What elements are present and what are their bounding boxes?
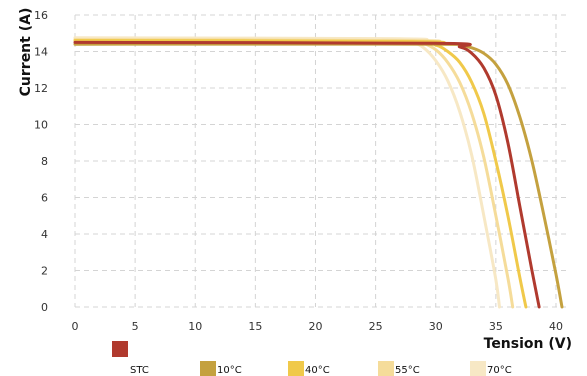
- x-tick-label: 20: [308, 320, 322, 333]
- legend-swatch-40c: [288, 361, 304, 376]
- x-tick-label: 10: [188, 320, 202, 333]
- legend-swatch-10c: [200, 361, 216, 376]
- series-line-stc: [73, 40, 541, 309]
- x-tick-label: 5: [132, 320, 139, 333]
- y-tick-label: 10: [34, 119, 48, 132]
- series-layer: [73, 36, 564, 309]
- legend-swatch-stc: [112, 341, 128, 357]
- y-tick-label: 12: [34, 82, 48, 95]
- y-tick-label: 2: [41, 265, 48, 278]
- series-line-70c: [73, 36, 501, 309]
- legend-label-70c: 70°C: [487, 365, 512, 376]
- axis-titles: Current (A) Tension (V): [18, 8, 572, 352]
- x-axis-title: Tension (V): [484, 336, 572, 352]
- legend-label-10c: 10°C: [217, 365, 242, 376]
- legend-label-40c: 40°C: [305, 365, 330, 376]
- legend: STC 10°C 40°C 55°C 70°C: [112, 341, 512, 376]
- y-tick-label: 0: [41, 301, 48, 314]
- x-tick-label: 30: [429, 320, 443, 333]
- legend-label-stc: STC: [130, 365, 149, 376]
- legend-swatch-70c: [470, 361, 486, 376]
- tick-labels: 0 2 4 6 8 10 12 14 16 0 5 10 15 20 25 30 35 40: [34, 9, 563, 333]
- x-tick-label: 0: [72, 320, 79, 333]
- y-tick-label: 14: [34, 46, 48, 59]
- y-tick-label: 6: [41, 192, 48, 205]
- y-axis-title: Current (A): [18, 8, 34, 97]
- y-tick-label: 8: [41, 155, 48, 168]
- y-tick-label: 16: [34, 9, 48, 22]
- x-tick-label: 25: [369, 320, 383, 333]
- series-line-40c: [73, 39, 528, 309]
- y-tick-label: 4: [41, 228, 48, 241]
- legend-swatch-55c: [378, 361, 394, 376]
- x-tick-label: 35: [489, 320, 503, 333]
- legend-label-55c: 55°C: [395, 365, 420, 376]
- x-tick-label: 15: [248, 320, 262, 333]
- x-tick-label: 40: [549, 320, 563, 333]
